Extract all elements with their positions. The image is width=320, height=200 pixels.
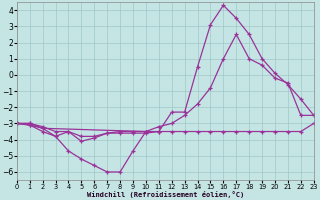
X-axis label: Windchill (Refroidissement éolien,°C): Windchill (Refroidissement éolien,°C) [87, 191, 244, 198]
